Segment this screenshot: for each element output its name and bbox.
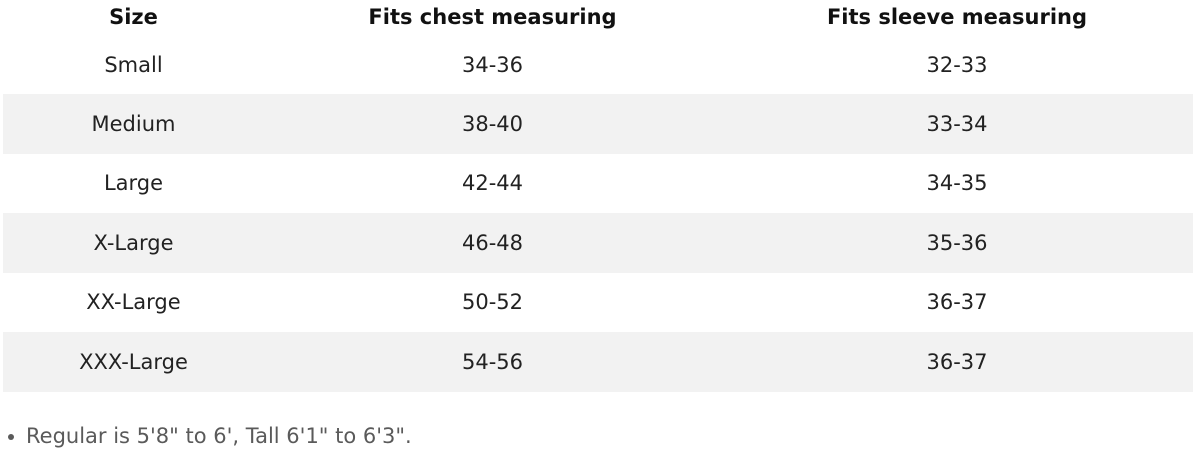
chest-cell: 42-44 — [461, 171, 524, 196]
header-sleeve: Fits sleeve measuring — [826, 4, 1088, 29]
chest-cell: 34-36 — [461, 53, 524, 77]
header-size: Size — [109, 4, 158, 29]
notes-list: Regular is 5'8" to 6', Tall 6'1" to 6'3"… — [8, 424, 412, 448]
table-row: XX-Large 50-52 36-37 — [3, 273, 1193, 333]
sleeve-cell: 33-34 — [721, 94, 1193, 154]
bullet-icon — [8, 434, 14, 440]
table-row: XXX-Large 54-56 36-37 — [3, 332, 1193, 392]
size-cell: XXX-Large — [3, 332, 264, 392]
table-row: Medium 38-40 33-34 — [3, 94, 1193, 154]
sleeve-cell: 34-35 — [926, 171, 988, 196]
list-item: Regular is 5'8" to 6', Tall 6'1" to 6'3"… — [8, 424, 412, 448]
header-chest: Fits chest measuring — [368, 4, 617, 29]
sleeve-cell: 32-33 — [926, 53, 988, 77]
chest-cell: 54-56 — [264, 332, 721, 392]
size-cell: Large — [103, 171, 164, 196]
sleeve-cell: 35-36 — [721, 213, 1193, 273]
sleeve-cell: 36-37 — [721, 332, 1193, 392]
chest-cell: 50-52 — [461, 290, 524, 315]
size-chart-table: Size Fits chest measuring Fits sleeve me… — [3, 0, 1193, 392]
table-row: Small 34-36 32-33 — [3, 36, 1193, 94]
table-row: X-Large 46-48 35-36 — [3, 213, 1193, 273]
sleeve-cell: 36-37 — [926, 290, 988, 315]
fit-note-text: Regular is 5'8" to 6', Tall 6'1" to 6'3"… — [26, 424, 412, 448]
size-cell: X-Large — [3, 213, 264, 273]
chest-cell: 38-40 — [264, 94, 721, 154]
size-cell: Medium — [3, 94, 264, 154]
size-cell: XX-Large — [86, 290, 181, 315]
size-cell: Small — [104, 53, 163, 77]
table-header-row: Size Fits chest measuring Fits sleeve me… — [3, 0, 1193, 36]
chest-cell: 46-48 — [264, 213, 721, 273]
table-row: Large 42-44 34-35 — [3, 154, 1193, 214]
